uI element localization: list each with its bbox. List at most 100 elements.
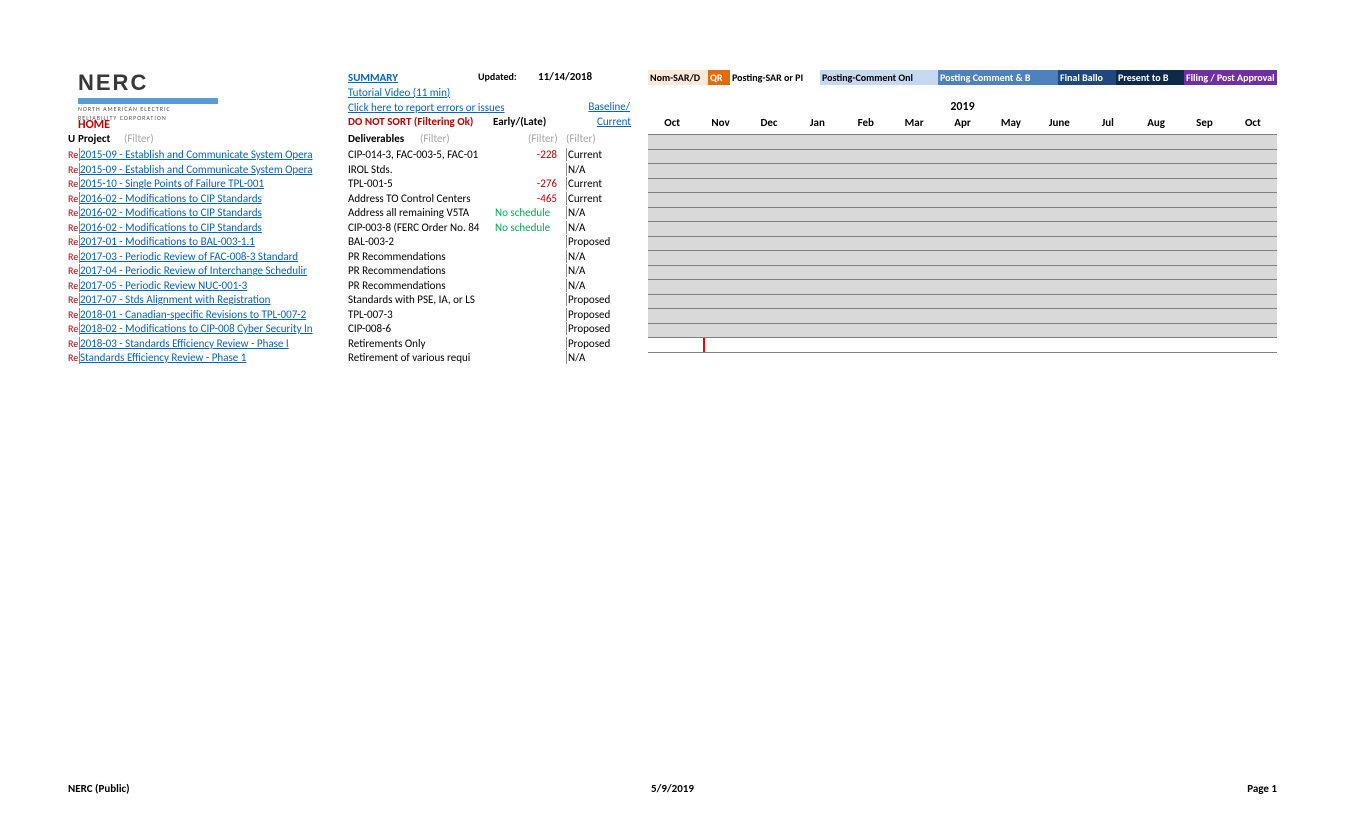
- status-cell: Current: [566, 192, 636, 205]
- early-late-cell: -465: [495, 192, 560, 205]
- project-link[interactable]: 2018-03 - Standards Efficiency Review - …: [79, 337, 348, 350]
- table-row: Re2015-10 - Single Points of Failure TPL…: [68, 177, 638, 192]
- logo: NERC NORTH AMERICAN ELECTRIC RELIABILITY…: [78, 70, 238, 121]
- row-prefix: Re: [68, 250, 79, 263]
- year-label: 2019: [648, 100, 1277, 114]
- deliverable-cell: Address TO Control Centers: [348, 192, 493, 205]
- tutorial-link[interactable]: Tutorial Video (11 min): [348, 86, 450, 99]
- gantt-row: [648, 150, 1277, 165]
- status-cell: N/A: [566, 250, 636, 263]
- table-row: Re2018-02 - Modifications to CIP-008 Cyb…: [68, 322, 638, 337]
- status-cell: N/A: [566, 279, 636, 292]
- deliverable-cell: CIP-008-6: [348, 322, 493, 335]
- project-link[interactable]: 2017-01 - Modifications to BAL-003-1.1: [79, 235, 348, 248]
- hdr-project: Project: [78, 132, 110, 145]
- deliverable-cell: IROL Stds.: [348, 163, 493, 176]
- deliverable-cell: Retirement of various requi: [348, 351, 493, 364]
- gantt-row: [648, 280, 1277, 295]
- row-prefix: Re: [68, 337, 79, 350]
- gantt-row: [648, 338, 1277, 353]
- month-header: Oct: [1229, 116, 1277, 131]
- project-link[interactable]: 2016-02 - Modifications to CIP Standards: [79, 192, 348, 205]
- deliverable-cell: PR Recommendations: [348, 250, 493, 263]
- month-header: Jan: [793, 116, 841, 131]
- gantt-row: [648, 179, 1277, 194]
- row-prefix: Re: [68, 192, 79, 205]
- today-marker: [703, 338, 705, 352]
- row-prefix: Re: [68, 293, 79, 306]
- legend-item: Filing / Post Approval Trai: [1184, 70, 1277, 85]
- project-link[interactable]: 2015-09 - Establish and Communicate Syst…: [79, 148, 348, 161]
- project-link[interactable]: 2018-02 - Modifications to CIP-008 Cyber…: [79, 322, 348, 335]
- gantt-row: [648, 164, 1277, 179]
- hdr-filter2[interactable]: (Filter): [420, 132, 450, 145]
- legend-item: Final Ballo: [1058, 70, 1116, 85]
- summary-link[interactable]: SUMMARY: [348, 71, 398, 84]
- project-link[interactable]: 2017-07 - Stds Alignment with Registrati…: [79, 293, 348, 306]
- project-link[interactable]: Standards Efficiency Review - Phase 1: [79, 351, 348, 364]
- gantt-row: [648, 135, 1277, 150]
- deliverable-cell: TPL-001-5: [348, 177, 493, 190]
- month-header: Aug: [1132, 116, 1180, 131]
- project-link[interactable]: 2016-02 - Modifications to CIP Standards: [79, 221, 348, 234]
- project-link[interactable]: 2017-04 - Periodic Review of Interchange…: [79, 264, 348, 277]
- project-link[interactable]: 2018-01 - Canadian-specific Revisions to…: [79, 308, 348, 321]
- deliverable-cell: PR Recommendations: [348, 279, 493, 292]
- updated-label: Updated:: [478, 70, 517, 83]
- project-link[interactable]: 2017-05 - Periodic Review NUC-001-3: [79, 279, 348, 292]
- gantt-row: [648, 193, 1277, 208]
- hdr-u: U: [68, 132, 75, 145]
- project-link[interactable]: 2016-02 - Modifications to CIP Standards: [79, 206, 348, 219]
- status-cell: Proposed: [566, 322, 636, 335]
- table-row: Re2017-03 - Periodic Review of FAC-008-3…: [68, 250, 638, 265]
- gantt-row: [648, 251, 1277, 266]
- status-cell: Proposed: [566, 337, 636, 350]
- hdr-filter3[interactable]: (Filter): [528, 132, 558, 145]
- status-cell: Current: [566, 177, 636, 190]
- report-errors-link[interactable]: Click here to report errors or issues: [348, 101, 505, 114]
- month-header: Apr: [938, 116, 986, 131]
- status-cell: Proposed: [566, 308, 636, 321]
- logo-text: NERC: [78, 70, 238, 96]
- month-header: Dec: [745, 116, 793, 131]
- status-cell: N/A: [566, 163, 636, 176]
- gantt-row: [648, 309, 1277, 324]
- table-row: Re2016-02 - Modifications to CIP Standar…: [68, 192, 638, 207]
- deliverable-cell: BAL-003-2: [348, 235, 493, 248]
- hdr-filter4[interactable]: (Filter): [566, 132, 596, 145]
- month-header: Jul: [1084, 116, 1132, 131]
- hdr-deliverables: Deliverables: [348, 132, 404, 145]
- home-label[interactable]: HOME: [78, 118, 110, 132]
- project-link[interactable]: 2017-03 - Periodic Review of FAC-008-3 S…: [79, 250, 348, 263]
- deliverable-cell: CIP-003-8 (FERC Order No. 84: [348, 221, 493, 234]
- row-prefix: Re: [68, 264, 79, 277]
- month-header: May: [987, 116, 1035, 131]
- row-prefix: Re: [68, 163, 79, 176]
- project-link[interactable]: 2015-10 - Single Points of Failure TPL-0…: [79, 177, 348, 190]
- early-late-cell: No schedule: [495, 221, 560, 234]
- legend-item: Posting-SAR or PI: [730, 70, 820, 85]
- project-link[interactable]: 2015-09 - Establish and Communicate Syst…: [79, 163, 348, 176]
- month-header: Nov: [696, 116, 744, 131]
- table-row: ReStandards Efficiency Review - Phase 1R…: [68, 351, 638, 366]
- deliverable-cell: PR Recommendations: [348, 264, 493, 277]
- row-prefix: Re: [68, 308, 79, 321]
- gantt-chart: [648, 134, 1277, 353]
- month-header: Mar: [890, 116, 938, 131]
- row-prefix: Re: [68, 206, 79, 219]
- table-row: Re2017-07 - Stds Alignment with Registra…: [68, 293, 638, 308]
- gantt-row: [648, 237, 1277, 252]
- baseline-link[interactable]: Baseline/: [588, 100, 630, 113]
- table-row: Re2018-01 - Canadian-specific Revisions …: [68, 308, 638, 323]
- status-cell: N/A: [566, 351, 636, 364]
- row-prefix: Re: [68, 322, 79, 335]
- month-header: Sep: [1180, 116, 1228, 131]
- status-cell: N/A: [566, 206, 636, 219]
- footer-right: Page 1: [1247, 782, 1277, 795]
- gantt-row: [648, 324, 1277, 339]
- month-header: June: [1035, 116, 1083, 131]
- month-header: Oct: [648, 116, 696, 131]
- hdr-filter1[interactable]: (Filter): [124, 132, 154, 145]
- early-late-cell: -228: [495, 148, 560, 161]
- row-prefix: Re: [68, 221, 79, 234]
